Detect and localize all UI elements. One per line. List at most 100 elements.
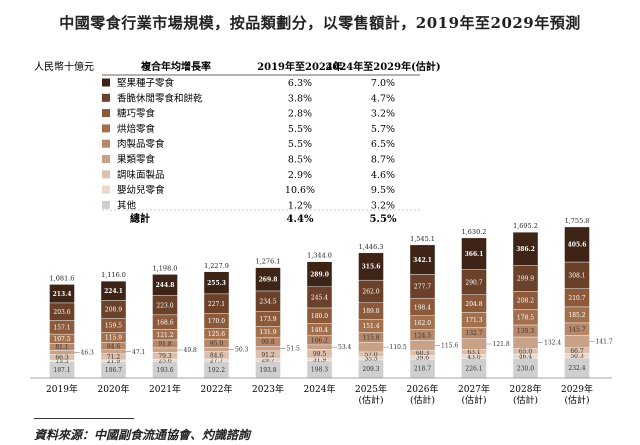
- legend-swatch: [102, 124, 110, 133]
- data-label: 132.7: [465, 330, 482, 337]
- bar-segment: [564, 226, 590, 263]
- bar-segment: [100, 280, 127, 301]
- data-label: 198.4: [414, 304, 431, 311]
- data-label: 46.4: [519, 353, 533, 360]
- data-label: 50.3: [235, 346, 249, 353]
- data-label: 232.4: [568, 365, 585, 372]
- data-label: 60.3: [416, 350, 430, 357]
- data-label: 234.5: [259, 298, 276, 305]
- data-label: 244.8: [156, 282, 175, 289]
- cagr-2019-2024: 6.3%: [288, 78, 312, 89]
- data-label: 139.3: [517, 328, 534, 335]
- cagr-2019-2024: 5.5%: [288, 139, 312, 150]
- data-label: 203.6: [53, 309, 70, 316]
- cagr-2019-2024: 1.2%: [288, 200, 312, 211]
- x-tick-label: 2027年(估計): [458, 383, 490, 406]
- data-label: 131.9: [259, 329, 276, 336]
- cagr-2024-2029: 6.5%: [371, 139, 395, 150]
- data-label: 124.5: [414, 332, 431, 339]
- total-cagr-2019-2024: 4.4%: [287, 214, 314, 225]
- data-label: 245.4: [311, 295, 328, 302]
- x-tick-label: 2025年(估計): [355, 383, 387, 406]
- data-label: 178.5: [517, 314, 534, 321]
- data-label: 115.9: [105, 335, 122, 342]
- x-axis: 2019年 2020年 2021年 2022年 2023年 2024年 2025年(估計) 2…: [30, 377, 612, 406]
- bar-segment: [100, 349, 127, 354]
- data-label: 39.6: [416, 355, 430, 362]
- data-label: 145.7: [568, 326, 585, 333]
- data-label: 95.0: [210, 340, 224, 347]
- data-label: 29.7: [261, 357, 275, 364]
- legend-label: 香脆休閒零食和餅乾: [117, 92, 203, 104]
- data-label: 49.8: [184, 347, 198, 354]
- x-tick-label: 2020年: [98, 383, 130, 395]
- data-label: 99.8: [261, 339, 275, 346]
- cagr-2019-2024: 5.5%: [288, 124, 312, 135]
- cagr-2024-2029: 4.7%: [371, 93, 395, 104]
- data-label: 289.0: [310, 271, 329, 278]
- cagr-2024-2029: 8.7%: [371, 155, 395, 166]
- bar-segment: [203, 347, 230, 352]
- cagr-2024-2029: 7.0%: [371, 78, 395, 89]
- bar-stack: 198.3 31.999.5 53.4 106.2 140.4 180.0 245.4 289…: [306, 252, 352, 379]
- bar-segment: [564, 335, 590, 348]
- legend-label: 肉製品零食: [117, 138, 165, 150]
- data-label: 187.1: [53, 367, 70, 374]
- data-label: 299.9: [517, 276, 534, 283]
- data-label: 79.3: [158, 353, 172, 360]
- cagr-2024-2029: 3.2%: [371, 109, 395, 120]
- x-tick-label: 2024年: [304, 383, 336, 395]
- x-tick-label: 2029年(估計): [561, 383, 593, 406]
- bar-segment: [152, 274, 178, 296]
- x-tick-label: 2023年: [252, 383, 284, 395]
- bar-segment: [358, 252, 384, 281]
- bar-stack: 226.1 43.063.1 121.8 132.7 171.3 204.8 290.7 36…: [461, 228, 510, 379]
- data-label: 66.3: [55, 354, 69, 361]
- legend-label: 果類零食: [117, 154, 156, 166]
- data-label: 185.2: [568, 312, 585, 319]
- legend-label: 嬰幼兒零食: [117, 184, 165, 196]
- unit-label: 人民幣十億元: [34, 60, 94, 73]
- data-label: 227.1: [208, 301, 225, 308]
- data-label: 315.6: [362, 264, 381, 271]
- data-label: 262.0: [362, 289, 379, 296]
- data-label: 209.3: [362, 366, 379, 373]
- data-label: 121.8: [493, 341, 510, 348]
- total-label: 1,116.0: [101, 271, 126, 279]
- data-label: 51.5: [287, 346, 301, 353]
- total-label: 1,695.2: [513, 222, 538, 230]
- total-label: 1,276.1: [256, 258, 281, 266]
- data-label: 226.1: [465, 365, 482, 372]
- bar-segment: [512, 231, 539, 266]
- legend-label: 堅果種子零食: [117, 77, 175, 89]
- legend-swatch: [102, 93, 110, 102]
- total-label: 1,630.2: [462, 228, 487, 236]
- data-label: 223.0: [156, 302, 173, 309]
- data-label: 405.6: [568, 242, 587, 249]
- total-label: 1,227.9: [204, 262, 229, 270]
- legend-label: 調味面製品: [117, 169, 165, 181]
- legend-swatch: [102, 185, 110, 194]
- data-label: 193.6: [156, 367, 173, 374]
- legend-label: 其他: [117, 199, 137, 211]
- bar-segment: [306, 261, 333, 287]
- table-header-cagr: 複合年均增長率: [140, 60, 211, 73]
- data-label: 65.0: [519, 348, 533, 355]
- data-label: 204.8: [465, 301, 482, 308]
- data-label: 218.7: [414, 366, 431, 373]
- data-label: 25.6: [158, 357, 172, 364]
- data-label: 157.1: [53, 324, 70, 331]
- table-header-period1: 2019年至2024年: [257, 60, 343, 73]
- data-label: 366.1: [465, 251, 484, 258]
- data-label: 19.3: [55, 358, 69, 365]
- source-note: 資料來源：中國副食流通協會、灼識諮詢: [34, 428, 251, 442]
- data-label: 99.5: [313, 351, 327, 358]
- bar-stack: 209.3 35.557.0 110.5 115.8 151.4 189.8 262.0 31…: [358, 243, 407, 379]
- data-label: 46.3: [81, 349, 95, 356]
- legend-label: 烘焙零食: [117, 123, 156, 135]
- total-label: 1,545.1: [410, 235, 435, 243]
